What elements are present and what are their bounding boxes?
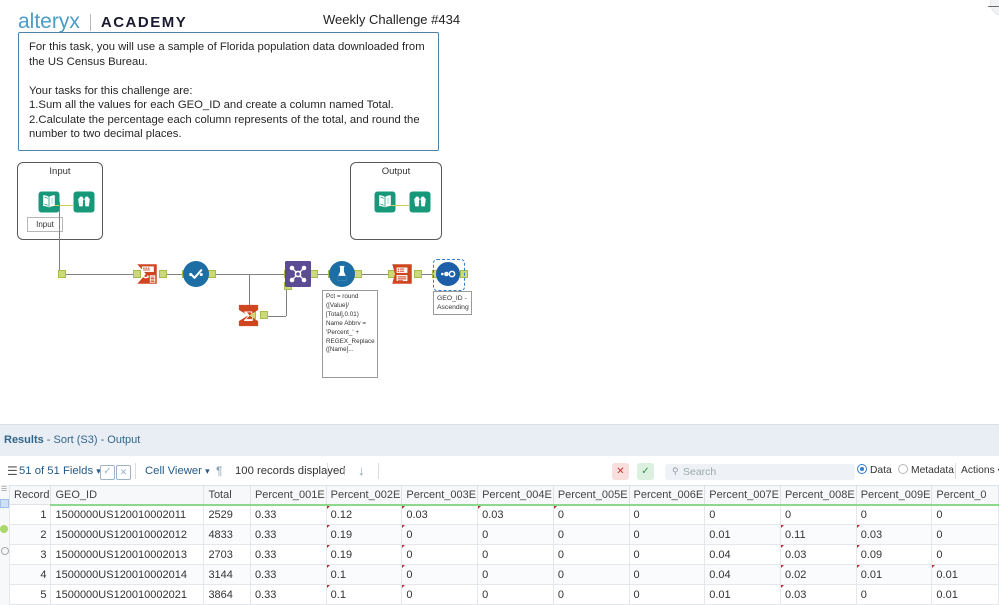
svg-text:Σ: Σ <box>244 309 254 325</box>
